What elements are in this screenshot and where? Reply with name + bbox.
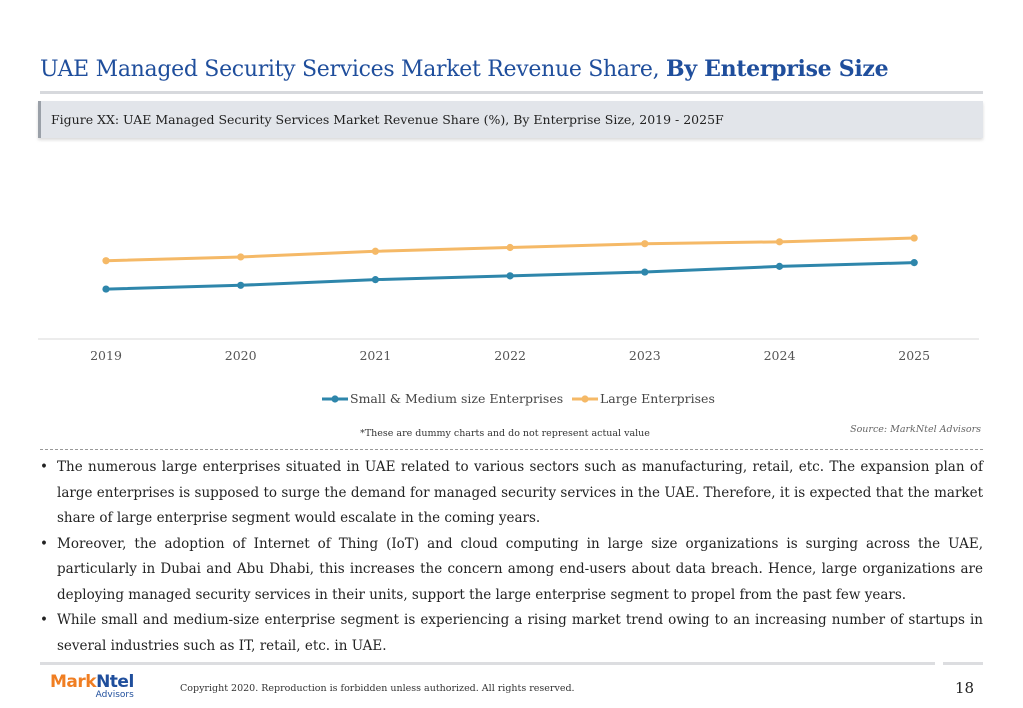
figure-caption: Figure XX: UAE Managed Security Services… (51, 112, 724, 127)
figure-caption-bar: Figure XX: UAE Managed Security Services… (38, 101, 983, 138)
bullet-icon: • (40, 455, 48, 481)
page-number: 18 (955, 679, 974, 697)
data-point (102, 285, 109, 292)
line-chart: 2019 2020 2021 2022 2023 2024 2025 Small & Medi… (38, 150, 983, 415)
data-point (641, 268, 648, 275)
data-point (507, 272, 514, 279)
legend-marker-0 (331, 395, 338, 402)
data-point (372, 248, 379, 255)
legend-label-1: Large Enterprises (600, 391, 715, 406)
data-point (776, 238, 783, 245)
bullet-list: • The numerous large enterprises situated… (40, 455, 983, 659)
copyright-text: Copyright 2020. Reproduction is forbidde… (180, 683, 575, 694)
x-tick-label: 2022 (494, 348, 526, 363)
data-point (776, 263, 783, 270)
bullet-item: • While small and medium-size enterprise … (40, 608, 983, 659)
bullet-icon: • (40, 532, 48, 558)
data-point (641, 240, 648, 247)
data-point (911, 234, 918, 241)
x-tick-label: 2021 (359, 348, 391, 363)
bullet-item: • The numerous large enterprises situated… (40, 455, 983, 532)
x-tick-label: 2024 (764, 348, 796, 363)
logo-ntel: Ntel (96, 672, 134, 692)
data-point (507, 244, 514, 251)
page-title-bold: By Enterprise Size (666, 56, 888, 82)
page-title-regular: UAE Managed Security Services Market Rev… (40, 57, 666, 82)
x-tick-label: 2025 (898, 348, 930, 363)
page-title: UAE Managed Security Services Market Rev… (40, 56, 888, 82)
company-logo: MarkNtel Advisors (50, 673, 134, 700)
data-point (911, 259, 918, 266)
source-note: Source: MarkNtel Advisors (850, 424, 981, 435)
footer-divider (40, 662, 935, 665)
legend-marker-1 (581, 395, 588, 402)
x-tick-label: 2019 (90, 348, 122, 363)
legend-label-0: Small & Medium size Enterprises (350, 391, 563, 406)
bullet-text: While small and medium-size enterprise s… (57, 612, 983, 654)
title-divider (40, 91, 983, 94)
footer-divider-short (943, 662, 983, 665)
bullet-text: The numerous large enterprises situated … (57, 459, 983, 526)
logo-wordmark: MarkNtel (50, 673, 134, 691)
logo-mark: Mark (50, 672, 96, 692)
bullet-icon: • (40, 608, 48, 634)
x-tick-label: 2023 (629, 348, 661, 363)
x-tick-label: 2020 (225, 348, 257, 363)
data-point (372, 276, 379, 283)
data-point (237, 282, 244, 289)
bullet-item: • Moreover, the adoption of Internet of T… (40, 532, 983, 609)
data-point (237, 253, 244, 260)
dashed-divider (40, 449, 983, 450)
data-point (102, 257, 109, 264)
bullet-text: Moreover, the adoption of Internet of Th… (57, 536, 983, 603)
